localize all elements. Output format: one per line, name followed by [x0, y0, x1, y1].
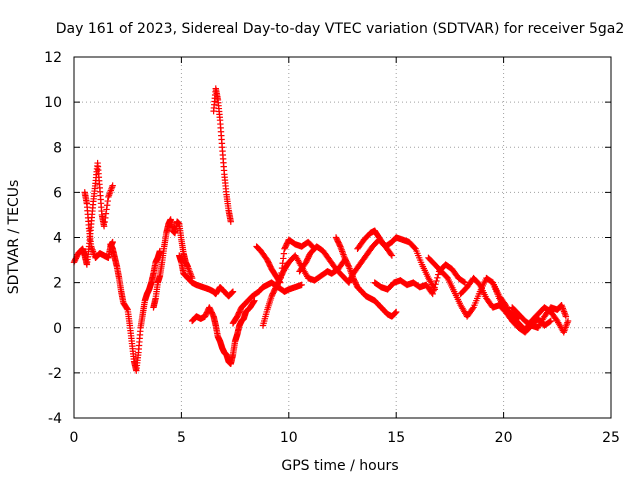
data-point [276, 278, 283, 285]
series-trace-h [229, 279, 305, 327]
x-tick-label: 15 [387, 430, 405, 446]
data-point [278, 264, 286, 272]
chart-title: Day 161 of 2023, Sidereal Day-to-day VTE… [56, 21, 625, 37]
data-point [101, 218, 108, 226]
y-tick-label: 6 [53, 185, 62, 201]
x-axis-label: GPS time / hours [281, 458, 398, 474]
data-point [103, 206, 110, 213]
data-point [564, 317, 572, 325]
y-tick-label: 4 [53, 231, 62, 247]
data-point [469, 305, 476, 312]
data-point [102, 214, 109, 222]
series-trace-l [332, 234, 400, 320]
data-point [345, 262, 352, 269]
y-tick-label: 12 [44, 50, 62, 66]
grid-layer [74, 57, 611, 418]
data-points [70, 85, 572, 374]
data-point [103, 202, 111, 209]
series-trace-d [150, 216, 196, 311]
data-point [430, 287, 437, 294]
data-point [277, 274, 285, 281]
y-tick-label: -4 [48, 411, 62, 427]
data-point [547, 317, 555, 325]
data-point [277, 279, 284, 286]
data-point [123, 305, 131, 312]
series-trace-r [508, 301, 570, 331]
data-point [109, 182, 116, 189]
data-point [393, 308, 400, 316]
data-point [251, 297, 258, 304]
data-point [429, 290, 436, 298]
series-trace-f [210, 85, 235, 225]
data-point [278, 269, 285, 277]
y-tick-label: 2 [53, 276, 62, 292]
data-point [546, 318, 554, 325]
data-point [432, 281, 439, 288]
data-point [387, 251, 395, 258]
x-tick-label: 25 [602, 430, 620, 446]
data-point [336, 242, 343, 249]
series-trace-m [354, 227, 439, 293]
data-point [250, 298, 258, 305]
data-point [391, 310, 399, 317]
data-point [431, 284, 438, 291]
y-axis-label: SDTVAR / TECUs [6, 180, 22, 295]
series-trace-g [188, 297, 258, 368]
series-trace-e [176, 252, 237, 300]
data-point [434, 274, 441, 281]
data-point [392, 309, 399, 316]
data-point [298, 281, 305, 289]
series-trace-c [107, 241, 164, 374]
plot-frame [73, 56, 612, 419]
data-point [102, 210, 110, 217]
data-point [227, 218, 235, 225]
data-point [562, 313, 570, 320]
data-point [279, 260, 286, 267]
x-tick-label: 5 [177, 430, 186, 446]
y-tick-label: 10 [44, 95, 62, 111]
data-point [229, 288, 237, 295]
x-tick-label: 0 [70, 430, 79, 446]
data-point [104, 197, 111, 205]
data-point [411, 244, 418, 252]
data-point [229, 289, 236, 296]
data-point [461, 279, 469, 286]
y-tick-label: 8 [53, 140, 62, 156]
data-point [460, 278, 468, 286]
data-point [435, 271, 442, 278]
data-point [388, 252, 396, 259]
y-tick-label: 0 [53, 321, 62, 337]
ticks-layer: 0 5 10 15 20 25 -4 -2 0 2 4 6 8 10 12 [44, 50, 620, 446]
data-point [280, 250, 288, 257]
x-tick-label: 10 [280, 430, 298, 446]
y-tick-label: -2 [48, 366, 62, 382]
x-tick-label: 20 [495, 430, 513, 446]
data-point [433, 277, 440, 285]
data-point [228, 289, 235, 297]
data-point [280, 255, 287, 262]
data-point [100, 223, 108, 230]
